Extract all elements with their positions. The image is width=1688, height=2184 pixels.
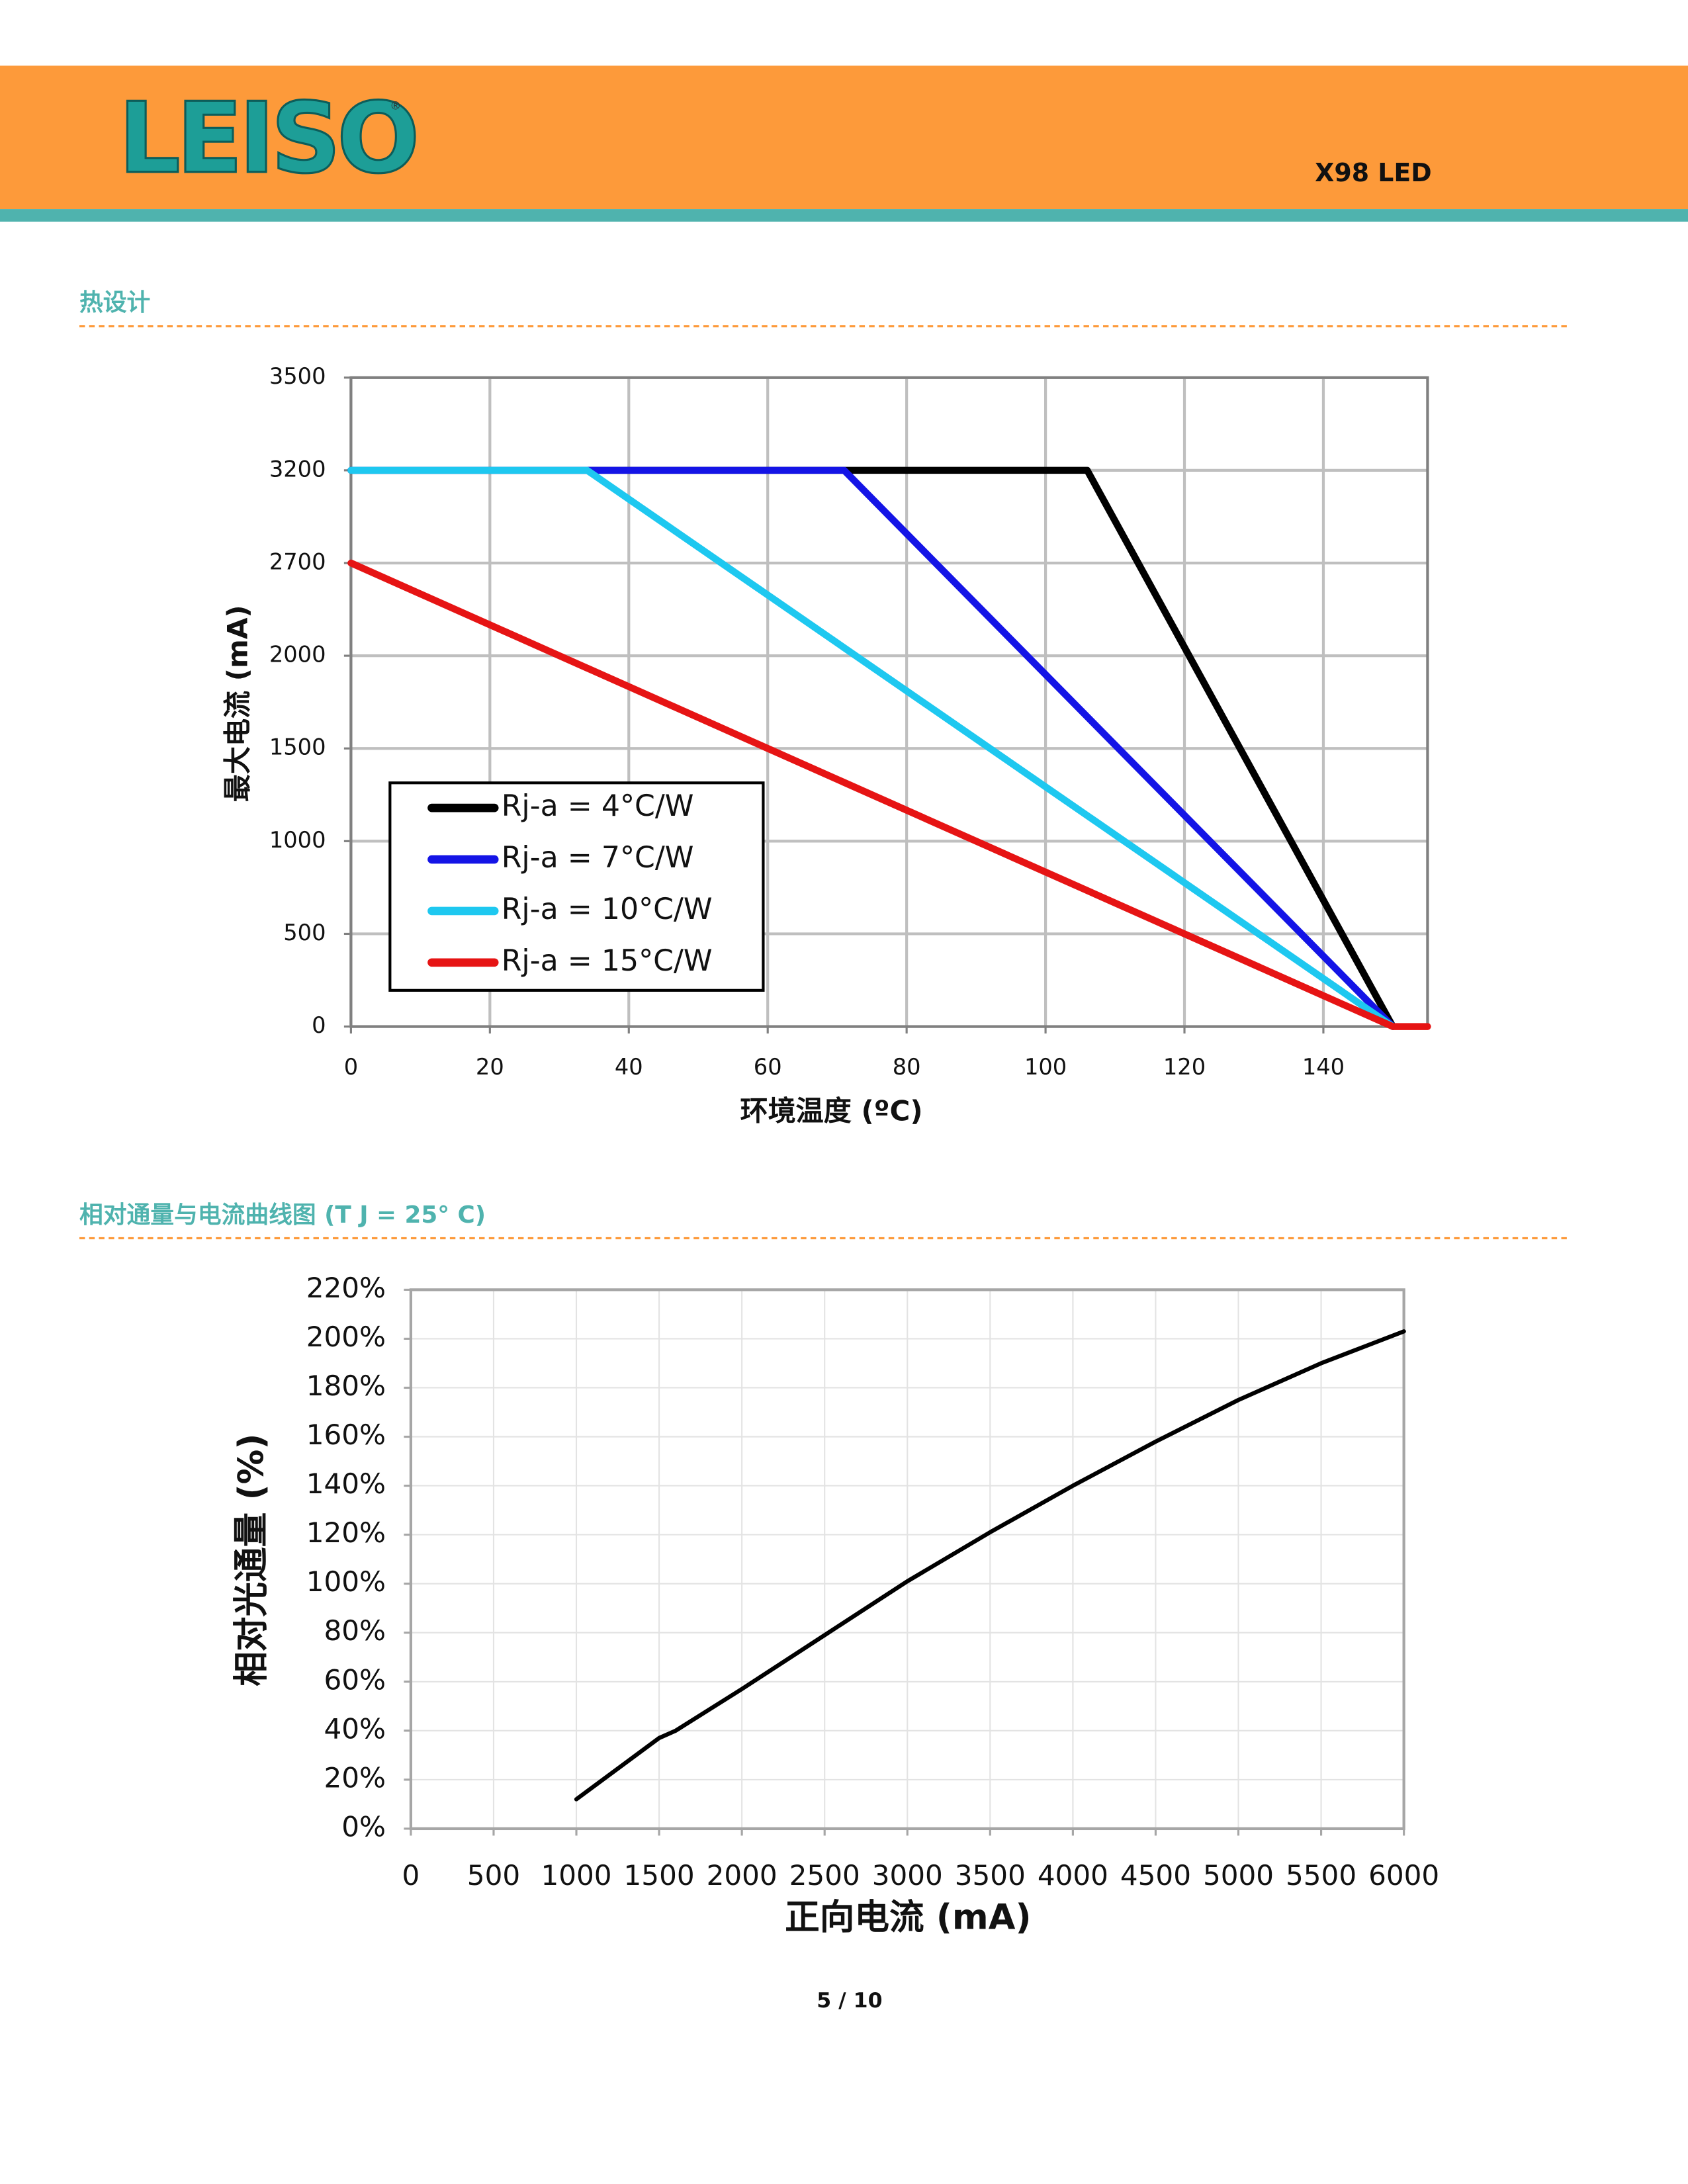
y-tick-label: 20% xyxy=(324,1761,386,1794)
header-band xyxy=(0,66,1688,210)
x-tick-label: 4500 xyxy=(1120,1859,1191,1892)
x-tick-label: 5000 xyxy=(1203,1859,1274,1892)
y-tick-label: 2000 xyxy=(269,642,326,668)
y-tick-label: 0% xyxy=(341,1810,386,1843)
x-tick-label: 3500 xyxy=(955,1859,1026,1892)
y-tick-label: 3200 xyxy=(269,456,326,482)
series-line xyxy=(347,559,1431,1030)
legend-label: Rj-a = 10°C/W xyxy=(502,893,713,926)
y-tick-label: 40% xyxy=(324,1712,386,1745)
x-tick-label: 6000 xyxy=(1368,1859,1439,1892)
y-tick-label: 60% xyxy=(324,1663,386,1696)
y-tick-label: 1500 xyxy=(269,734,326,760)
x-tick-label: 40 xyxy=(615,1054,643,1080)
x-tick-label: 100 xyxy=(1024,1054,1067,1080)
logo: LEISO xyxy=(118,81,416,195)
x-tick-label: 80 xyxy=(893,1054,921,1080)
header-strip xyxy=(0,209,1688,222)
y-tick-label: 0 xyxy=(312,1012,326,1038)
legend-label: Rj-a = 4°C/W xyxy=(502,789,694,823)
product-name: X98 LED xyxy=(1315,158,1432,187)
x-tick-label: 60 xyxy=(754,1054,782,1080)
x-axis-label: 正向电流 (mA) xyxy=(785,1897,1031,1937)
x-axis-label: 环境温度 (ºC) xyxy=(740,1095,923,1127)
legend-label: Rj-a = 7°C/W xyxy=(502,841,694,875)
y-axis-label: 相对光通量 (%) xyxy=(232,1434,272,1686)
y-tick-label: 160% xyxy=(306,1419,386,1451)
y-tick-label: 3500 xyxy=(269,363,326,389)
y-tick-label: 120% xyxy=(306,1516,386,1549)
y-tick-label: 100% xyxy=(306,1565,386,1598)
x-tick-label: 4000 xyxy=(1038,1859,1108,1892)
logo-mark: ® xyxy=(390,99,401,112)
y-tick-label: 220% xyxy=(306,1272,386,1304)
x-tick-label: 20 xyxy=(476,1054,504,1080)
x-tick-label: 5500 xyxy=(1286,1859,1356,1892)
x-tick-label: 2000 xyxy=(707,1859,777,1892)
x-tick-label: 0 xyxy=(344,1054,358,1080)
page-number: 5 / 10 xyxy=(817,1989,882,2013)
x-tick-label: 140 xyxy=(1302,1054,1345,1080)
section-title: 相对通量与电流曲线图 (T J = 25° C) xyxy=(79,1201,486,1229)
x-tick-label: 500 xyxy=(467,1859,520,1892)
y-tick-label: 1000 xyxy=(269,827,326,853)
y-axis-label: 最大电流 (mA) xyxy=(222,605,254,802)
series-line xyxy=(347,466,1397,1030)
y-tick-label: 180% xyxy=(306,1370,386,1402)
x-tick-label: 3000 xyxy=(872,1859,943,1892)
y-tick-label: 2700 xyxy=(269,548,326,574)
series-line xyxy=(574,1329,1406,1802)
x-tick-label: 2500 xyxy=(789,1859,860,1892)
x-tick-label: 0 xyxy=(402,1859,420,1892)
x-tick-label: 1500 xyxy=(624,1859,695,1892)
plot-frame xyxy=(409,1288,1405,1831)
legend-box xyxy=(388,781,765,992)
plot-frame xyxy=(349,376,1429,1028)
section-title: 热设计 xyxy=(79,289,150,316)
legend-label: Rj-a = 15°C/W xyxy=(502,944,713,978)
y-tick-label: 200% xyxy=(306,1321,386,1353)
y-tick-label: 500 xyxy=(283,920,326,945)
y-tick-label: 80% xyxy=(324,1614,386,1647)
y-tick-label: 140% xyxy=(306,1467,386,1500)
x-tick-label: 120 xyxy=(1163,1054,1206,1080)
x-tick-label: 1000 xyxy=(541,1859,611,1892)
